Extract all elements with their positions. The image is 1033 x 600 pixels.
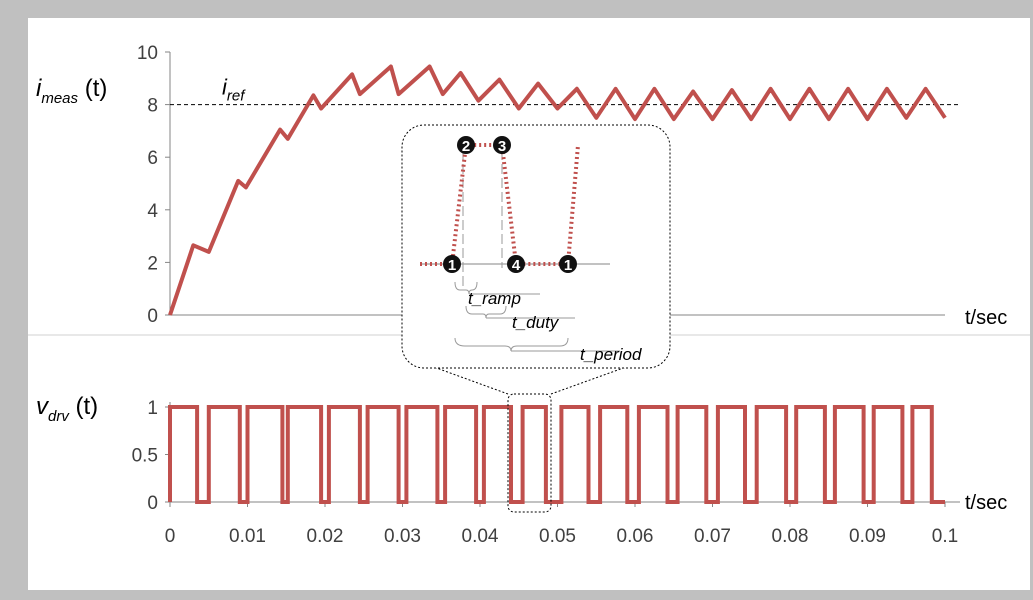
drive-y-tick-label: 1 [147, 398, 158, 419]
inset-marker-4: 4 [507, 255, 525, 274]
drive-x-tick-label: 0.08 [772, 526, 809, 547]
current-y-tick-label: 4 [147, 201, 158, 222]
current-y-label-sub: meas [41, 90, 78, 107]
drive-y-tick-label: 0 [147, 493, 158, 514]
reference-label-sub: ref [227, 88, 246, 105]
drive-x-label: t/sec [965, 492, 1007, 514]
current-y-label: imeas (t) [36, 75, 107, 107]
current-y-tick-label: 10 [137, 43, 158, 64]
pwm-inset: 1 2 3 4 1 t_ramp t_dut [401, 124, 671, 369]
inset-marker-4-dot [507, 255, 525, 273]
inset-marker-1a-label: 1 [448, 257, 456, 274]
inset-marker-3-dot [493, 136, 511, 154]
drive-x-tick-label: 0.09 [849, 526, 886, 547]
current-y-tick-label: 6 [147, 148, 158, 169]
reference-label: iref [222, 75, 246, 105]
current-y-tick-label: 2 [147, 253, 158, 274]
inset-marker-1b-dot [559, 255, 577, 273]
drive-y-label-suffix: (t) [69, 393, 98, 420]
drive-x-tick-label: 0 [165, 526, 176, 547]
period-label: t_period [580, 345, 642, 364]
current-x-label: t/sec [965, 307, 1007, 329]
drive-x-tick-label: 0.03 [384, 526, 421, 547]
drive-chart: 0 0.5 1 0 0.01 0.02 0.03 0.04 0.05 0.06 0.07 0.08 0.… [36, 361, 1007, 547]
inset-marker-1b-label: 1 [564, 257, 572, 274]
drive-x-tick-label: 0.04 [462, 526, 499, 547]
drive-x-tick-label: 0.07 [694, 526, 731, 547]
inset-marker-2-dot [457, 136, 475, 154]
drive-y-label-main: v [36, 393, 50, 420]
drive-x-tick-label: 0.02 [307, 526, 344, 547]
current-y-label-suffix: (t) [78, 75, 107, 102]
duty-label: t_duty [512, 313, 560, 332]
drive-axes: 0 0.5 1 0 0.01 0.02 0.03 0.04 0.05 0.06 0.07 0.08 0.… [132, 398, 960, 547]
inset-marker-1a: 1 [443, 255, 461, 274]
drive-x-tick-label: 0.05 [539, 526, 576, 547]
inset-marker-4-label: 4 [512, 257, 521, 274]
inset-marker-3: 3 [493, 136, 511, 155]
inset-marker-1b: 1 [559, 255, 577, 274]
inset-marker-2-label: 2 [462, 138, 470, 155]
current-series-line [168, 64, 947, 316]
ramp-label: t_ramp [468, 289, 521, 308]
inset-marker-1a-dot [443, 255, 461, 273]
reference-label-main: i [222, 75, 228, 100]
drive-y-label-sub: drv [48, 408, 70, 425]
inset-marker-2: 2 [457, 136, 475, 155]
current-y-label-main: i [36, 75, 42, 102]
drive-x-tick-label: 0.01 [229, 526, 266, 547]
inset-box [401, 124, 671, 369]
drive-y-tick-label: 0.5 [132, 446, 158, 467]
drive-series-line [168, 405, 945, 504]
zoom-window [507, 393, 552, 513]
inset-marker-3-label: 3 [498, 138, 506, 155]
drive-y-label: vdrv (t) [36, 393, 98, 425]
drive-x-tick-label: 0.06 [617, 526, 654, 547]
drive-x-tick-label: 0.1 [932, 526, 958, 547]
current-y-tick-label: 8 [147, 96, 158, 117]
current-y-tick-label: 0 [147, 306, 158, 327]
